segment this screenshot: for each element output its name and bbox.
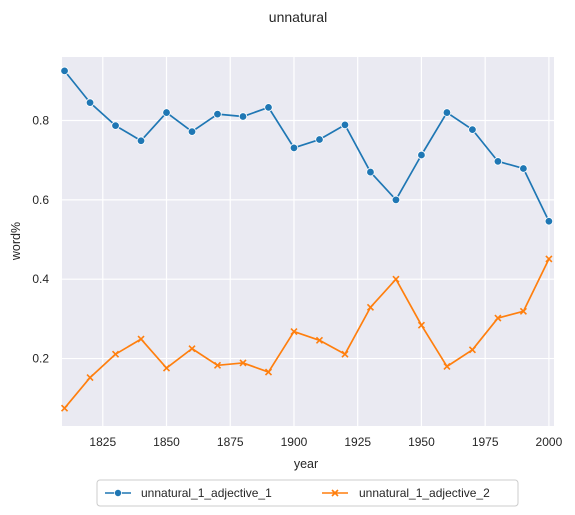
data-point-s2-1 — [86, 374, 94, 382]
series-line-2 — [63, 258, 550, 409]
data-point-s1-4 — [162, 108, 171, 117]
x-axis-label: year — [294, 457, 318, 471]
y-tick-label: 0.6 — [32, 193, 49, 207]
data-point-s2-18 — [519, 307, 527, 315]
data-point-s1-6 — [213, 109, 222, 119]
x-marker-stroke — [443, 362, 451, 371]
data-point-s2-7 — [239, 359, 247, 367]
legend-marker-1 — [114, 488, 123, 497]
x-marker-stroke — [239, 359, 247, 367]
series-line-1 — [63, 70, 550, 222]
x-marker-stroke — [366, 303, 375, 311]
x-marker-stroke — [417, 321, 426, 329]
data-point-s2-13 — [392, 275, 400, 283]
data-point-s2-5 — [188, 345, 196, 353]
x-marker-stroke — [392, 275, 400, 283]
legend-label-1: unnatural_1_adjective_1 — [141, 486, 272, 500]
x-marker-stroke — [519, 307, 527, 315]
legend-label-2: unnatural_1_adjective_2 — [359, 486, 490, 500]
plot-background — [62, 57, 554, 426]
data-point-s1-16 — [468, 125, 477, 134]
y-tick-labels: 0.2 0.4 0.6 0.8 — [32, 113, 49, 365]
data-point-s1-5 — [187, 127, 197, 136]
data-point-s2-6 — [213, 361, 222, 369]
data-point-s2-4 — [162, 364, 171, 372]
x-marker-stroke — [545, 255, 553, 263]
data-point-s2-2 — [111, 350, 120, 358]
data-point-s1-0 — [60, 66, 69, 76]
x-tick-label: 2000 — [536, 435, 563, 449]
grid — [62, 57, 554, 426]
data-point-s1-9 — [289, 143, 299, 153]
y-tick-label: 0.4 — [32, 272, 49, 286]
data-point-s2-10 — [315, 336, 324, 344]
legend-frame — [96, 479, 519, 507]
data-point-s1-1 — [85, 98, 95, 107]
x-tick-labels: 1825 1850 1875 1900 1925 1950 1975 2000 — [89, 435, 562, 449]
legend-marker-2 — [331, 489, 339, 497]
series-lines — [63, 70, 550, 409]
data-point-s1-10 — [315, 135, 324, 144]
data-point-s1-8 — [264, 103, 273, 112]
x-tick-label: 1850 — [153, 435, 180, 449]
y-tick-label: 0.8 — [32, 113, 49, 127]
x-marker-stroke — [315, 336, 324, 344]
data-point-s1-2 — [111, 121, 120, 130]
data-point-s2-16 — [468, 346, 476, 354]
data-point-s1-11 — [340, 120, 350, 130]
x-marker-stroke — [188, 345, 196, 353]
data-point-s2-3 — [137, 335, 145, 343]
data-point-s2-9 — [290, 328, 298, 336]
x-marker-stroke — [468, 346, 476, 354]
x-tick-label: 1825 — [89, 435, 116, 449]
x-marker-stroke — [494, 314, 502, 322]
x-marker-stroke — [60, 404, 69, 412]
legend: unnatural_1_adjective_1 unnatural_1_adje… — [96, 479, 519, 507]
data-point-s1-15 — [442, 108, 452, 117]
data-point-s2-8 — [264, 368, 273, 376]
x-marker-stroke — [137, 335, 145, 343]
data-point-s1-18 — [519, 164, 528, 173]
data-point-s2-17 — [494, 314, 502, 322]
x-tick-label: 1925 — [344, 435, 371, 449]
x-marker-stroke — [111, 350, 120, 358]
x-marker-stroke — [290, 328, 298, 336]
x-marker-stroke — [213, 361, 222, 369]
data-point-s1-19 — [544, 217, 554, 226]
data-point-s2-11 — [341, 350, 349, 358]
x-tick-label: 1950 — [408, 435, 435, 449]
x-marker-stroke — [264, 368, 273, 376]
x-tick-label: 1900 — [281, 435, 308, 449]
data-point-s2-19 — [545, 255, 553, 263]
data-point-s2-0 — [60, 404, 69, 412]
data-point-s2-14 — [417, 321, 426, 329]
series-markers — [60, 66, 554, 412]
data-point-s1-14 — [417, 150, 426, 160]
x-marker-stroke — [162, 364, 171, 372]
x-tick-label: 1875 — [217, 435, 244, 449]
data-point-s1-3 — [136, 136, 146, 145]
x-tick-label: 1975 — [472, 435, 499, 449]
x-marker-stroke — [86, 374, 94, 382]
y-axis-label: word% — [9, 222, 23, 261]
x-marker-stroke — [341, 350, 349, 358]
chart-title: unnatural — [269, 9, 327, 25]
data-point-s1-13 — [391, 195, 401, 205]
data-point-s1-7 — [238, 112, 248, 121]
data-point-s1-17 — [493, 157, 503, 166]
data-point-s2-15 — [443, 362, 451, 371]
data-point-s2-12 — [366, 303, 375, 311]
data-point-s1-12 — [366, 167, 375, 177]
y-tick-label: 0.2 — [32, 352, 49, 366]
